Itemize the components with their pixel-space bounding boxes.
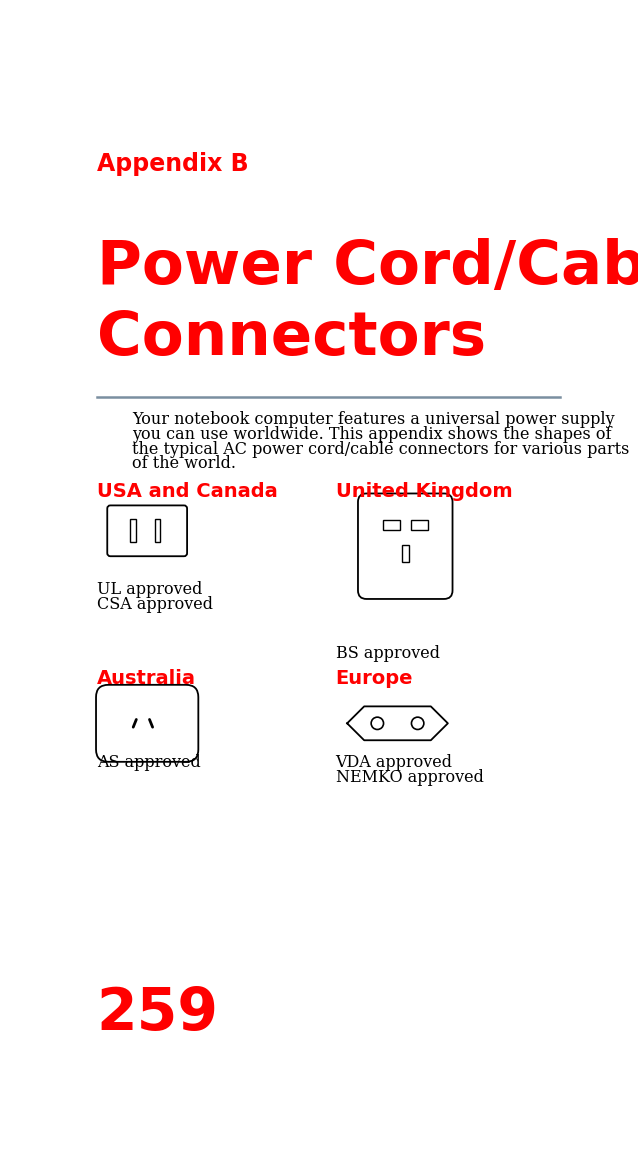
Text: Power Cord/Cable: Power Cord/Cable <box>97 238 638 297</box>
Text: USA and Canada: USA and Canada <box>97 482 278 502</box>
Circle shape <box>412 717 424 730</box>
Circle shape <box>371 717 383 730</box>
Text: Connectors: Connectors <box>97 310 486 368</box>
Text: Appendix B: Appendix B <box>97 152 248 176</box>
Text: Your notebook computer features a universal power supply: Your notebook computer features a univer… <box>133 411 615 428</box>
Bar <box>383 519 400 529</box>
FancyBboxPatch shape <box>96 685 198 762</box>
Bar <box>155 519 160 542</box>
Bar <box>402 546 409 563</box>
FancyBboxPatch shape <box>358 494 452 599</box>
Text: BS approved: BS approved <box>336 645 440 662</box>
Bar <box>411 519 427 529</box>
Text: Europe: Europe <box>336 670 413 688</box>
Text: United Kingdom: United Kingdom <box>336 482 512 502</box>
Text: 259: 259 <box>97 985 219 1042</box>
Text: VDA approved: VDA approved <box>336 754 452 771</box>
Polygon shape <box>347 707 448 740</box>
Text: CSA approved: CSA approved <box>97 595 213 612</box>
FancyBboxPatch shape <box>107 505 187 556</box>
Bar <box>130 519 135 542</box>
Text: UL approved: UL approved <box>97 581 202 597</box>
Text: AS approved: AS approved <box>97 754 200 771</box>
Text: NEMKO approved: NEMKO approved <box>336 769 484 786</box>
Text: you can use worldwide. This appendix shows the shapes of: you can use worldwide. This appendix sho… <box>133 426 612 443</box>
Text: of the world.: of the world. <box>133 456 237 472</box>
Text: Australia: Australia <box>97 670 196 688</box>
Text: the typical AC power cord/cable connectors for various parts: the typical AC power cord/cable connecto… <box>133 441 630 458</box>
